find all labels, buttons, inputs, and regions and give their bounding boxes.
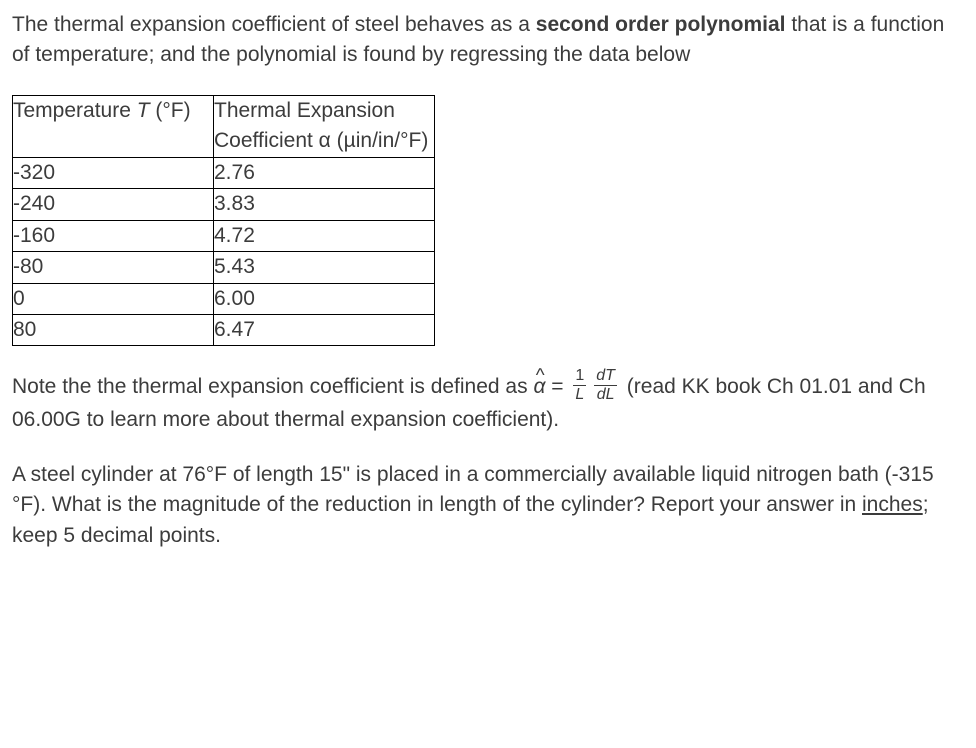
table-cell: 5.43 <box>214 252 435 283</box>
intro-pre: The thermal expansion coefficient of ste… <box>12 13 536 36</box>
fraction-denominator: L <box>573 385 586 403</box>
alpha-hat: α <box>533 372 545 402</box>
paragraph-note: Note the the thermal expansion coefficie… <box>12 370 964 435</box>
table-header-temperature: Temperature T (°F) <box>13 95 214 157</box>
fraction-numerator: 1 <box>573 368 586 385</box>
paragraph-intro: The thermal expansion coefficient of ste… <box>12 10 964 71</box>
table-row: -160 4.72 <box>13 220 435 251</box>
table-row: -240 3.83 <box>13 189 435 220</box>
header-temp-label: Temperature <box>13 99 137 122</box>
header-coef-label: Thermal Expansion Coefficient α (µin/in/… <box>214 99 428 152</box>
note-pre: Note the the thermal expansion coefficie… <box>12 375 533 398</box>
table-row: 80 6.47 <box>13 314 435 345</box>
header-temp-symbol: T <box>137 99 150 122</box>
table-cell: 3.83 <box>214 189 435 220</box>
table-cell: 4.72 <box>214 220 435 251</box>
fraction-denominator: dL <box>594 385 617 403</box>
table-cell: -160 <box>13 220 214 251</box>
header-temp-unit: (°F) <box>150 99 191 122</box>
question-pre: A steel cylinder at 76°F of length 15" i… <box>12 463 934 516</box>
table-cell: -240 <box>13 189 214 220</box>
table-cell: 80 <box>13 314 214 345</box>
table-cell: -320 <box>13 157 214 188</box>
fraction-one-over-L: 1L <box>573 368 586 403</box>
table-cell: 6.00 <box>214 283 435 314</box>
fraction-dT-over-dL: dTdL <box>594 368 617 403</box>
document-body: The thermal expansion coefficient of ste… <box>0 0 976 551</box>
fraction-numerator: dT <box>594 368 617 385</box>
equals-sign: = <box>545 375 569 398</box>
data-table: Temperature T (°F) Thermal Expansion Coe… <box>12 95 435 347</box>
table-cell: -80 <box>13 252 214 283</box>
table-cell: 2.76 <box>214 157 435 188</box>
table-row: 0 6.00 <box>13 283 435 314</box>
table-cell: 6.47 <box>214 314 435 345</box>
table-header-row: Temperature T (°F) Thermal Expansion Coe… <box>13 95 435 157</box>
question-units: inches <box>862 493 923 516</box>
table-row: -80 5.43 <box>13 252 435 283</box>
paragraph-question: A steel cylinder at 76°F of length 15" i… <box>12 460 964 551</box>
intro-bold: second order polynomial <box>536 13 786 36</box>
table-cell: 0 <box>13 283 214 314</box>
table-header-coefficient: Thermal Expansion Coefficient α (µin/in/… <box>214 95 435 157</box>
table-row: -320 2.76 <box>13 157 435 188</box>
